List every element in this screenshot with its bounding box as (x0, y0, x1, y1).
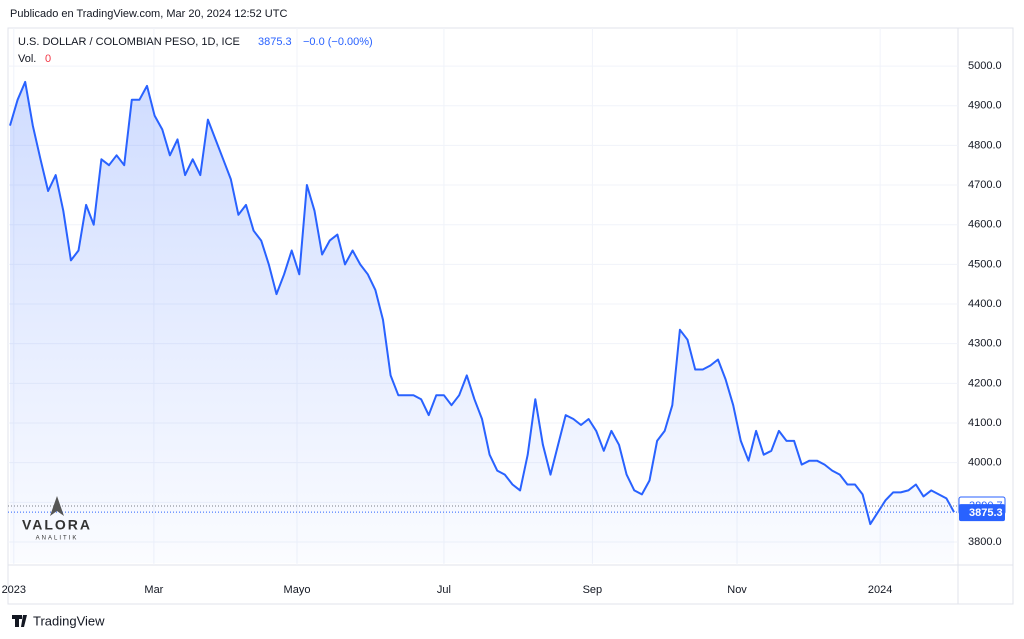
watermark-name: VALORA (22, 517, 92, 533)
x-tick-label: Nov (727, 584, 747, 596)
volume-label: Vol. (18, 53, 36, 65)
y-tick-label: 4300.0 (968, 338, 1002, 350)
brand: TradingView (33, 613, 105, 628)
symbol: U.S. DOLLAR / COLOMBIAN PESO, 1D, ICE (18, 36, 240, 48)
frame (7, 27, 1014, 605)
y-tick-label: 4600.0 (968, 219, 1002, 231)
last-price: 3875.3 (258, 36, 292, 48)
y-tick-label: 4700.0 (968, 179, 1002, 191)
x-tick-label: Mayo (284, 584, 311, 596)
watermark-sub: ANALITIK (36, 536, 79, 542)
y-tick-label: 3800.0 (968, 536, 1002, 548)
x-tick-label: Mar (144, 584, 163, 596)
watermark-logo (50, 496, 64, 516)
last-price-label: 3875.3 (969, 507, 1003, 519)
y-tick-label: 4000.0 (968, 457, 1002, 469)
change: −0.0 (−0.00%) (303, 36, 373, 48)
published: Publicado en TradingView.com, Mar 20, 20… (10, 8, 287, 20)
y-tick-label: 4200.0 (968, 377, 1002, 389)
price-line (9, 80, 955, 526)
volume: 0 (45, 53, 51, 65)
y-tick-label: 4100.0 (968, 417, 1002, 429)
x-tick-label: Sep (583, 584, 603, 596)
last-price-box (959, 504, 1005, 522)
x-tick-label: 2024 (868, 584, 892, 596)
y-tick-label: 5000.0 (968, 60, 1002, 72)
y-tick-label: 4400.0 (968, 298, 1002, 310)
brand-logo (12, 615, 27, 627)
y-tick-label: 4800.0 (968, 139, 1002, 151)
y-tick-label: 4500.0 (968, 258, 1002, 270)
y-tick-label: 4900.0 (968, 100, 1002, 112)
area (10, 81, 954, 564)
x-tick-label: 2023 (2, 584, 26, 596)
x-tick-label: Jul (437, 584, 451, 596)
